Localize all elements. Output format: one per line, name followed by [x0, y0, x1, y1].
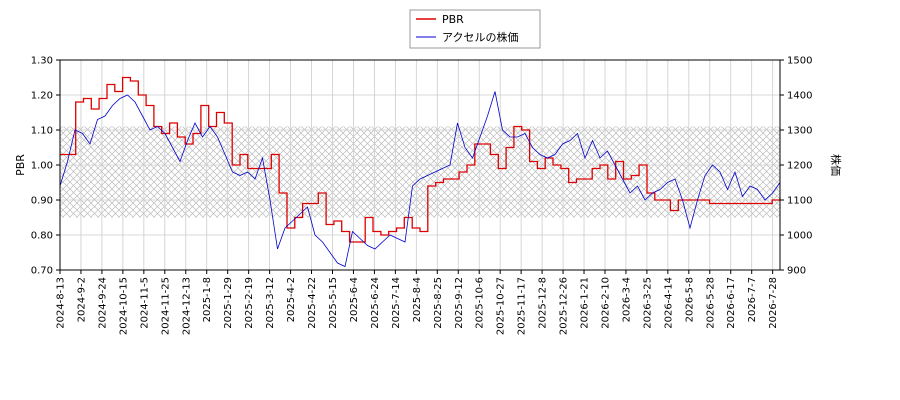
- right-tick-label: 1100: [787, 196, 812, 207]
- grid-lines: [59, 59, 780, 271]
- legend-label-price: アクセルの株価: [442, 30, 518, 44]
- legend: PBR アクセルの株価: [409, 9, 541, 49]
- x-tick-label: 2025-6-24: [370, 277, 381, 329]
- series-layer: [60, 76, 780, 268]
- legend-box: [409, 9, 541, 49]
- left-axis-ticks: 0.70 0.80 0.90 1.00 1.10 1.20 1.30: [31, 56, 60, 277]
- x-tick-label: 2025-4-2: [286, 277, 297, 322]
- x-tick-label: 2026-3-4: [621, 277, 632, 322]
- x-tick-label: 2026-7-7: [747, 277, 758, 322]
- x-tick-label: 2026-5-8: [684, 277, 695, 322]
- pbr-range-band: [60, 126, 780, 218]
- x-tick-label: 2024-9-24: [97, 277, 108, 329]
- x-tick-label: 2025-9-12: [454, 277, 465, 329]
- x-tick-label: 2026-7-28: [768, 277, 779, 329]
- x-tick-label: 2025-10-27: [496, 277, 507, 335]
- x-tick-label: 2024-11-25: [160, 277, 171, 335]
- x-tick-label: 2026-1-21: [580, 277, 591, 329]
- x-tick-label: 2024-8-13: [56, 277, 67, 329]
- x-tick-label: 2024-10-15: [118, 277, 129, 335]
- left-tick-label: 0.90: [31, 196, 53, 207]
- left-tick-label: 1.20: [31, 91, 53, 102]
- left-tick-label: 1.10: [31, 126, 53, 137]
- x-tick-label: 2026-5-28: [705, 277, 716, 329]
- x-tick-label: 2024-9-2: [76, 277, 87, 322]
- right-tick-label: 1000: [787, 231, 812, 242]
- left-tick-label: 1.00: [31, 161, 53, 172]
- right-tick-label: 1300: [787, 126, 812, 137]
- x-tick-label: 2025-1-29: [223, 277, 234, 329]
- x-tick-label: 2024-12-13: [181, 277, 192, 335]
- x-tick-label: 2025-10-6: [475, 277, 486, 329]
- x-tick-label: 2025-12-8: [538, 277, 549, 329]
- x-tick-label: 2025-8-25: [433, 277, 444, 329]
- pbr-series-line: [60, 76, 780, 243]
- left-tick-label: 0.70: [31, 266, 53, 277]
- x-tick-label: 2025-8-4: [412, 277, 423, 322]
- left-tick-label: 0.80: [31, 231, 53, 242]
- x-tick-label: 2026-3-25: [642, 277, 653, 329]
- x-tick-label: 2025-6-4: [349, 277, 360, 322]
- x-tick-label: 2025-3-12: [265, 277, 276, 329]
- x-tick-label: 2025-2-19: [244, 277, 255, 329]
- right-tick-label: 1200: [787, 161, 812, 172]
- legend-label-pbr: PBR: [442, 13, 464, 26]
- left-tick-label: 1.30: [31, 56, 53, 67]
- right-axis-title: 株価: [829, 154, 843, 176]
- right-axis-ticks: 900 1000 1100 1200 1300 1400 1500: [780, 56, 812, 277]
- x-tick-label: 2024-11-5: [139, 277, 150, 329]
- right-tick-label: 900: [787, 266, 806, 277]
- x-tick-label: 2025-1-8: [202, 277, 213, 322]
- price-series-line: [60, 91, 780, 268]
- right-tick-label: 1500: [787, 56, 812, 67]
- x-tick-label: 2025-4-22: [307, 277, 318, 329]
- x-tick-label: 2025-7-14: [391, 277, 402, 329]
- x-tick-label: 2026-6-17: [726, 277, 737, 329]
- x-tick-label: 2026-2-10: [600, 277, 611, 329]
- left-axis-title: PBR: [14, 154, 27, 176]
- x-tick-label: 2025-11-17: [517, 277, 528, 335]
- x-tick-label: 2025-12-26: [559, 277, 570, 335]
- x-tick-label: 2026-4-14: [663, 277, 674, 329]
- x-tick-label: 2025-5-15: [328, 277, 339, 329]
- x-axis-ticks: 2024-8-13 2024-9-2 2024-9-24 2024-10-15 2024…: [56, 270, 779, 335]
- right-tick-label: 1400: [787, 91, 812, 102]
